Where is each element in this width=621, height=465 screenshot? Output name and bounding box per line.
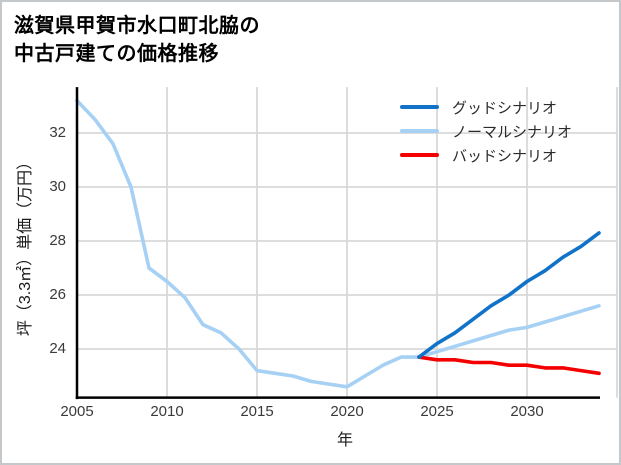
x-tick-label-2030: 2030 <box>510 403 544 420</box>
y-axis-label: 坪（3.3㎡）単価（万円） <box>17 153 34 337</box>
x-tick-label-2015: 2015 <box>240 403 274 420</box>
legend-item-3: バッドシナリオ <box>400 143 572 167</box>
y-tick-label-26: 26 <box>49 286 66 303</box>
chart-legend: グッドシナリオ ノーマルシナリオ バッドシナリオ <box>400 95 572 167</box>
legend-label: グッドシナリオ <box>452 99 558 117</box>
x-tick-label-2020: 2020 <box>330 403 364 420</box>
legend-item-2: ノーマルシナリオ <box>400 119 572 143</box>
series-line-バッドシナリオ <box>417 355 601 376</box>
legend-label: ノーマルシナリオ <box>452 123 573 141</box>
legend-line-swatch <box>400 153 439 157</box>
legend-label: バッドシナリオ <box>452 147 558 165</box>
x-tick-label-2010: 2010 <box>150 403 184 420</box>
chart-title-line1: 滋賀県甲賀市水口町北脇の <box>14 15 260 37</box>
legend-item-1: グッドシナリオ <box>400 95 572 119</box>
chart-title: 滋賀県甲賀市水口町北脇の 中古戸建ての価格推移 <box>14 12 260 68</box>
series-line-ノーマルシナリオ <box>75 98 601 389</box>
y-tick-label-24: 24 <box>49 340 66 357</box>
x-tick-label-2005: 2005 <box>60 403 94 420</box>
y-tick-label-28: 28 <box>49 232 66 249</box>
series-line-グッドシナリオ <box>417 231 601 359</box>
x-axis-label: 年 <box>336 432 354 449</box>
y-tick-label-30: 30 <box>49 178 66 195</box>
legend-line-swatch <box>400 105 439 109</box>
x-tick-label-2025: 2025 <box>420 403 454 420</box>
chart-title-line2: 中古戸建ての価格推移 <box>14 43 219 65</box>
y-tick-label-32: 32 <box>49 124 66 141</box>
legend-line-swatch <box>400 129 439 133</box>
